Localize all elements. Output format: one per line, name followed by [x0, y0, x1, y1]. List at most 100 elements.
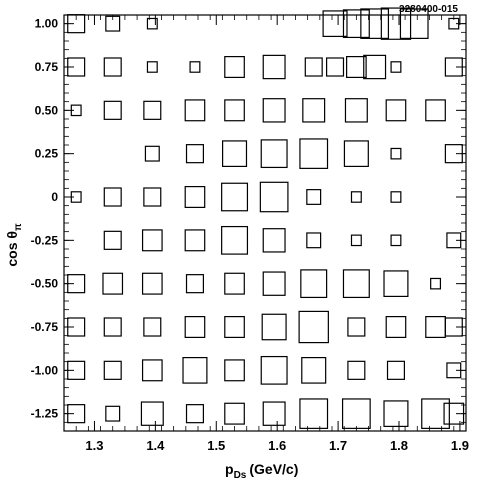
- bin-box: [341, 398, 371, 429]
- bin-box: [347, 317, 366, 337]
- bin-box: [385, 316, 407, 339]
- bin-box: [342, 9, 370, 39]
- bin-box: [103, 317, 122, 337]
- bin-box: [224, 272, 245, 295]
- y-tick-label: 0.25: [35, 147, 59, 161]
- bin-box: [182, 356, 208, 384]
- bin-box: [105, 405, 121, 422]
- bin-box: [383, 400, 409, 428]
- bin-box: [141, 359, 163, 382]
- bin-box: [350, 191, 362, 203]
- bin-box: [380, 7, 412, 40]
- bin-box: [300, 269, 328, 299]
- x-tick-label: 1.7: [329, 438, 347, 453]
- y-tick-label: -1.25: [31, 407, 59, 421]
- bin-box: [141, 229, 163, 252]
- x-tick-label: 1.8: [390, 438, 408, 453]
- bin-box: [184, 186, 206, 209]
- y-tick-label: 0: [51, 190, 58, 204]
- bin-box: [189, 61, 201, 73]
- ticks-layer: 1.3 1.4 1.5 1.6 1.7 1.8 1.9 1.00 0.75 0.50 0.25 0 -0…: [31, 15, 469, 453]
- bin-box: [184, 99, 206, 122]
- x-axis-label: pDs (GeV/c): [225, 461, 298, 481]
- bin-box: [326, 57, 345, 77]
- bin-box: [103, 57, 122, 77]
- bin-box: [430, 277, 442, 290]
- bin-box: [103, 100, 122, 120]
- y-axis-label: cos θπ: [4, 223, 24, 267]
- bin-box: [221, 225, 249, 255]
- bin-box: [343, 140, 369, 168]
- plot-frame: [63, 14, 467, 432]
- bin-box: [224, 316, 245, 339]
- bin-box: [103, 360, 122, 380]
- bin-box: [298, 310, 329, 344]
- chart-tag: 3280400-015: [399, 4, 458, 15]
- x-tick-label: 1.3: [85, 438, 103, 453]
- bin-box: [185, 404, 204, 424]
- bin-box: [301, 356, 327, 384]
- bin-box: [425, 99, 446, 122]
- bin-box: [383, 270, 409, 298]
- bin-box: [344, 98, 368, 123]
- y-tick-label: -0.50: [31, 277, 59, 291]
- bin-box: [144, 145, 160, 162]
- bin-box: [259, 181, 289, 213]
- bin-box: [262, 401, 286, 426]
- bin-box: [224, 359, 245, 382]
- y-tick-label: 0.75: [35, 60, 59, 74]
- bin-box: [306, 232, 322, 249]
- bin-box: [386, 360, 405, 380]
- bin-box: [304, 57, 323, 77]
- bin-box: [390, 147, 402, 160]
- bin-box: [346, 55, 367, 78]
- bin-box: [399, 8, 429, 39]
- y-tick-label: 1.00: [35, 17, 59, 31]
- y-tick-label: -0.25: [31, 233, 59, 247]
- bin-box: [261, 313, 287, 341]
- bin-box: [260, 139, 288, 169]
- bin-box: [390, 61, 402, 73]
- bin-box: [185, 144, 204, 164]
- bin-box: [262, 98, 286, 123]
- bin-box: [224, 55, 245, 78]
- bin-box: [342, 269, 370, 299]
- bin-box: [363, 54, 387, 80]
- bin-box: [184, 229, 206, 252]
- bin-box: [221, 182, 249, 212]
- bin-box: [262, 54, 286, 80]
- x-tick-label: 1.5: [207, 438, 225, 453]
- bin-box: [224, 99, 245, 122]
- bin-box: [347, 360, 366, 380]
- bin-box: [299, 398, 329, 429]
- y-tick-label: -0.75: [31, 320, 59, 334]
- bin-box: [425, 316, 446, 339]
- bin-box: [260, 355, 288, 385]
- bin-box: [360, 8, 390, 39]
- bin-box: [350, 234, 362, 247]
- bin-box: [385, 99, 407, 122]
- bin-box: [140, 401, 164, 426]
- bins-layer: [67, 7, 465, 429]
- bin-box: [143, 100, 162, 120]
- bin-box: [146, 61, 158, 73]
- bin-box: [143, 317, 162, 337]
- bin-box: [103, 187, 122, 207]
- y-tick-label: -1.00: [31, 363, 59, 377]
- bin-box: [421, 398, 450, 429]
- bin-box: [102, 272, 124, 295]
- bin-box: [224, 402, 245, 425]
- bin-box: [262, 271, 286, 296]
- bin-box: [299, 138, 329, 169]
- bin-box: [143, 187, 162, 207]
- x-tick-label: 1.9: [451, 438, 469, 453]
- y-tick-label: 0.50: [35, 103, 59, 117]
- bin-box: [103, 230, 122, 250]
- bin-box: [141, 272, 163, 295]
- bin-box: [262, 228, 286, 253]
- bin-box: [322, 10, 348, 38]
- x-tick-label: 1.4: [146, 438, 165, 453]
- bin-box: [185, 274, 204, 294]
- x-tick-label: 1.6: [268, 438, 286, 453]
